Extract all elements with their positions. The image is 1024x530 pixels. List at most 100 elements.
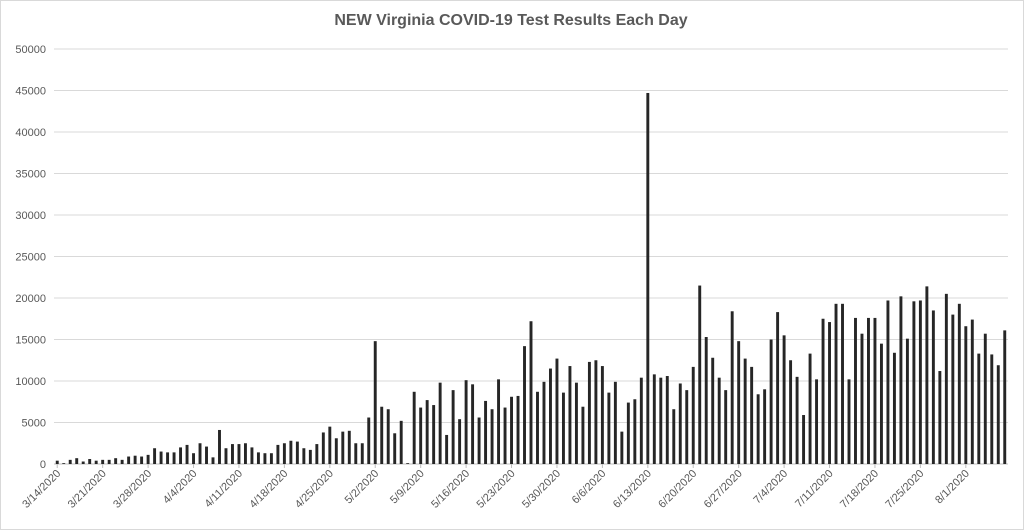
bar	[334, 438, 338, 464]
bar	[360, 443, 364, 464]
bar	[568, 366, 572, 464]
bar	[237, 444, 241, 464]
bar	[406, 463, 410, 464]
bar	[652, 374, 656, 464]
bar	[419, 407, 423, 464]
bar	[146, 454, 150, 464]
y-tick-label: 25000	[15, 252, 46, 264]
bar	[205, 446, 208, 464]
bar	[438, 382, 442, 464]
bar	[549, 368, 552, 464]
bar	[704, 337, 708, 464]
y-tick-label: 15000	[15, 335, 46, 347]
bar	[594, 360, 598, 464]
x-tick-label: 5/30/2020	[520, 468, 563, 511]
bar	[120, 459, 124, 464]
bar	[841, 303, 844, 464]
bar	[308, 449, 312, 464]
x-tick-label: 5/2/2020	[343, 468, 382, 507]
bar	[821, 318, 825, 464]
bar	[561, 392, 565, 464]
bar	[289, 440, 293, 464]
bar	[737, 341, 741, 464]
bar	[626, 402, 630, 464]
bar	[756, 394, 760, 464]
bar	[795, 376, 799, 464]
bar	[192, 453, 195, 464]
bar	[484, 400, 488, 464]
bar	[75, 458, 79, 464]
bar	[899, 296, 903, 464]
bar	[133, 455, 137, 464]
bar	[698, 285, 702, 464]
bar	[912, 301, 916, 464]
x-tick-label: 6/13/2020	[611, 468, 654, 511]
bar	[94, 460, 98, 464]
x-tick-label: 5/23/2020	[475, 468, 518, 511]
bar	[373, 341, 377, 464]
bar	[464, 380, 468, 464]
x-axis-tick-labels: 3/14/2020 3/21/2020 3/28/2020 4/4/2020 4/11/…	[20, 464, 972, 511]
gridlines	[54, 48, 1008, 465]
bar	[81, 461, 85, 464]
bar	[445, 434, 449, 464]
bar	[256, 452, 260, 464]
bar	[354, 443, 358, 464]
bar	[711, 357, 715, 464]
bar	[536, 391, 539, 464]
bar	[587, 361, 591, 464]
bar	[977, 353, 981, 464]
bar	[867, 317, 870, 464]
bar	[970, 319, 974, 464]
bar	[107, 459, 111, 464]
bar	[750, 366, 754, 464]
bar	[860, 333, 864, 464]
bar	[451, 390, 455, 464]
bar	[879, 343, 883, 464]
x-tick-label: 6/20/2020	[656, 468, 699, 511]
bar	[159, 451, 163, 464]
bar	[172, 452, 176, 464]
x-tick-label: 3/14/2020	[20, 468, 63, 511]
bar	[847, 379, 851, 464]
bar	[633, 399, 637, 464]
bar-series	[55, 92, 1007, 465]
bar	[990, 354, 994, 464]
y-tick-label: 5000	[22, 418, 46, 430]
bar	[776, 312, 780, 464]
bar	[282, 443, 286, 464]
bar	[328, 426, 332, 464]
bar	[295, 441, 299, 464]
bar	[523, 346, 526, 464]
bar	[607, 392, 611, 464]
bar	[931, 310, 935, 464]
bar	[996, 365, 1000, 464]
bar	[510, 396, 513, 464]
y-tick-label: 40000	[15, 127, 46, 139]
bar	[55, 460, 59, 464]
bar	[873, 317, 877, 464]
x-tick-label: 7/4/2020	[751, 468, 790, 507]
bar	[529, 321, 533, 464]
bar	[218, 429, 221, 464]
bar	[179, 447, 183, 464]
bar	[243, 443, 247, 464]
bar	[516, 395, 520, 464]
bar	[477, 417, 481, 464]
x-tick-label: 4/18/2020	[247, 468, 290, 511]
bar	[399, 420, 403, 464]
x-tick-label: 5/9/2020	[388, 468, 427, 507]
x-tick-label: 5/16/2020	[429, 468, 472, 511]
bar	[380, 406, 384, 464]
bar	[730, 311, 734, 464]
bar	[166, 452, 170, 464]
bar	[127, 456, 131, 464]
bar	[140, 456, 144, 464]
bar	[231, 444, 234, 464]
x-tick-label: 6/27/2020	[702, 468, 745, 511]
bar	[211, 457, 215, 464]
bar	[425, 400, 429, 464]
bar	[386, 409, 390, 464]
bar	[341, 431, 345, 464]
